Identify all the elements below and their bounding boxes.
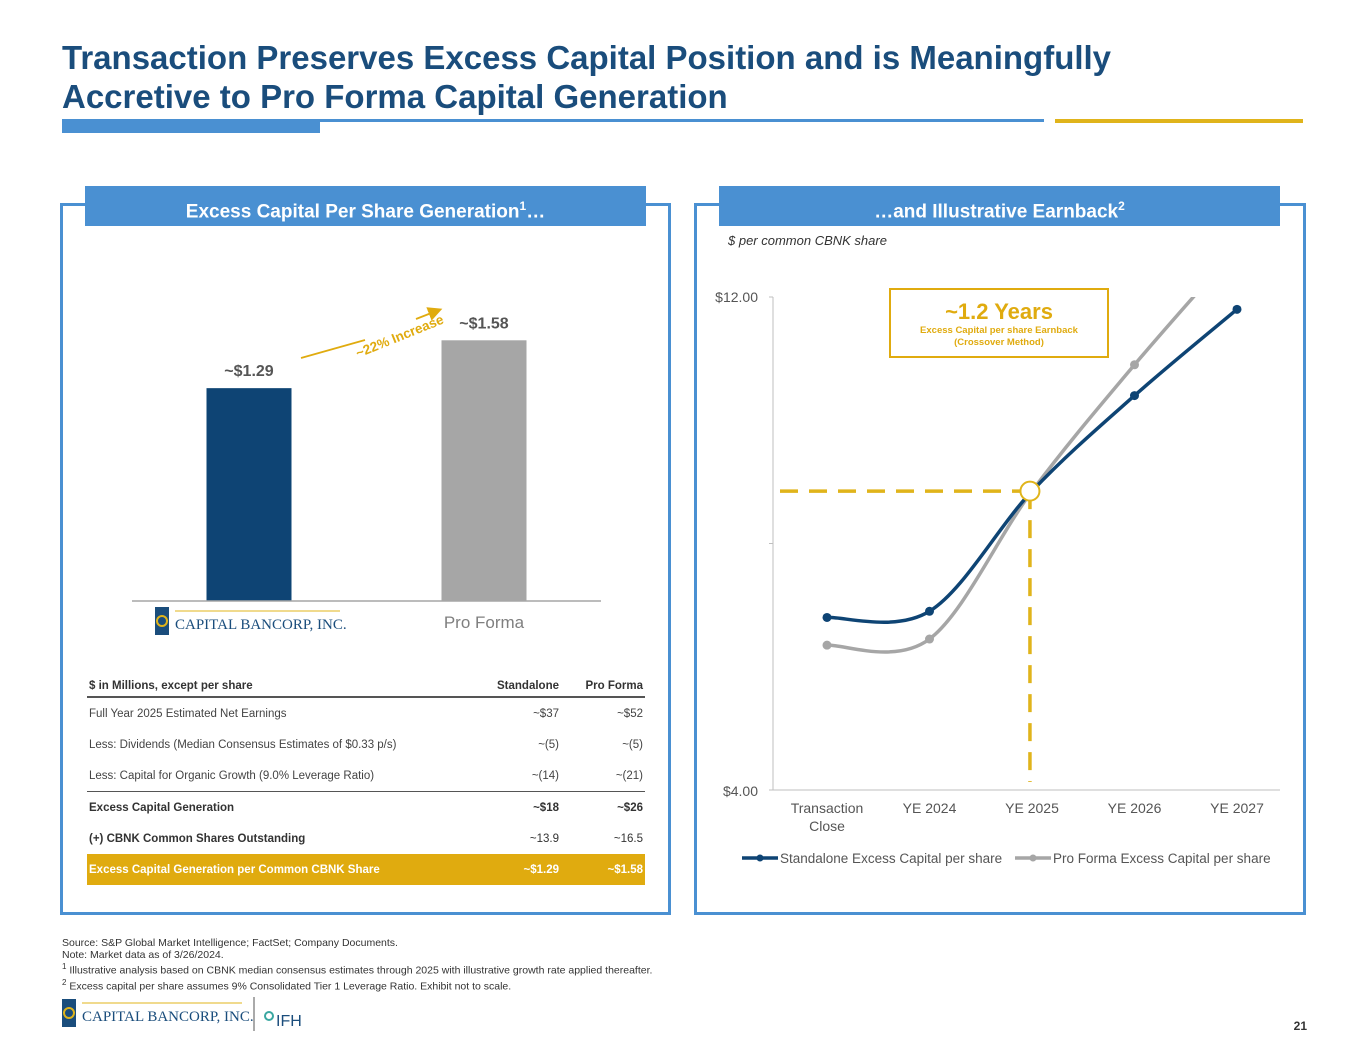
footnote-2-text: Excess capital per share assumes 9% Cons… <box>66 980 512 993</box>
title-underline-gold <box>1055 119 1303 123</box>
table-cell-pro-forma: ~$52 <box>617 707 643 720</box>
table-cell-pro-forma: ~$26 <box>561 791 645 823</box>
left-panel-header: Excess Capital Per Share Generation1… <box>85 186 646 226</box>
x-tick-label: YE 2027 <box>1210 800 1264 816</box>
capital-bancorp-logo: CAPITAL BANCORP, INC. <box>155 607 347 635</box>
table-row: Less: Dividends (Median Consensus Estima… <box>87 729 645 760</box>
title-underline-blue <box>62 119 1044 122</box>
x-tick-label: YE 2025 <box>1005 800 1059 816</box>
table-row: Less: Capital for Organic Growth (9.0% L… <box>87 760 645 792</box>
series-point-standalone <box>1232 304 1242 314</box>
page-title-line-2: Accretive to Pro Forma Capital Generatio… <box>62 78 728 115</box>
legend-swatch-marker <box>756 854 764 862</box>
table-header-label: $ in Millions, except per share <box>87 678 477 698</box>
increase-arrow-right <box>415 307 443 321</box>
x-tick-label: YE 2024 <box>903 800 957 816</box>
table-cell-standalone: ~(5) <box>538 738 559 751</box>
table-row-highlight: Excess Capital Generation per Common CBN… <box>87 854 645 885</box>
table-cell-pro-forma: ~16.5 <box>613 832 643 845</box>
footer-logo-text: CAPITAL BANCORP, INC. <box>82 1009 254 1025</box>
earnback-desc-1: Excess Capital per share Earnback <box>920 325 1078 336</box>
table-cell-label: Less: Dividends (Median Consensus Estima… <box>89 738 397 751</box>
table-header-pro-forma: Pro Forma <box>561 678 645 698</box>
footnote-2-num: 2 <box>62 978 67 987</box>
table-cell-standalone: ~$37 <box>533 707 559 720</box>
footer-logos: CAPITAL BANCORP, INC. IFH <box>62 997 302 1031</box>
table-cell-label: Full Year 2025 Estimated Net Earnings <box>89 707 287 720</box>
footnotes: Source: S&P Global Market Intelligence; … <box>62 937 652 993</box>
table-row: Full Year 2025 Estimated Net Earnings ~$… <box>87 697 645 729</box>
financial-table: $ in Millions, except per share Standalo… <box>87 678 645 885</box>
line-chart: $4.00 $12.00 Transaction Close YE 2024 YE 20… <box>715 289 1280 866</box>
bar-value-label: ~$1.29 <box>224 363 273 380</box>
crossover-marker <box>1019 480 1041 502</box>
left-panel-header-text: Excess Capital Per Share Generation <box>185 201 520 223</box>
bar-standalone <box>206 388 292 601</box>
table-cell-standalone: ~$18 <box>477 791 561 823</box>
bar-value-label: ~$1.58 <box>459 315 508 332</box>
right-panel-header: …and Illustrative Earnback2 <box>719 186 1280 226</box>
table-header-standalone: Standalone <box>477 678 561 698</box>
footnote-note: Note: Market data as of 3/26/2024. <box>62 948 224 961</box>
logo-text: CAPITAL BANCORP, INC. <box>175 617 347 633</box>
earnback-years: ~1.2 Years <box>945 299 1053 324</box>
series-point-pro-forma <box>1130 360 1139 370</box>
table-cell-standalone: ~(14) <box>531 769 559 782</box>
ifh-emblem-icon <box>264 1011 274 1021</box>
series-point-pro-forma <box>925 634 934 644</box>
table-cell-pro-forma: ~(21) <box>615 769 643 782</box>
footnote-1: 1 Illustrative analysis based on CBNK me… <box>62 961 652 977</box>
table-cell-label: Excess Capital Generation per Common CBN… <box>87 854 477 885</box>
footnote-1-text: Illustrative analysis based on CBNK medi… <box>66 964 653 977</box>
right-panel-header-text: …and Illustrative Earnback <box>874 201 1119 223</box>
earnback-desc-2: (Crossover Method) <box>954 337 1044 348</box>
increase-arrow-left <box>300 339 366 359</box>
footer-bancorp-emblem-icon <box>63 1007 75 1019</box>
table-header-row: $ in Millions, except per share Standalo… <box>87 678 645 698</box>
left-panel-header-sup: 1 <box>519 199 527 213</box>
table-cell-pro-forma: ~(5) <box>622 738 643 751</box>
right-panel-header-sup: 2 <box>1118 199 1125 213</box>
table-cell-pro-forma: ~$1.58 <box>561 854 645 885</box>
series-point-standalone <box>822 612 832 622</box>
table-cell-label: Less: Capital for Organic Growth (9.0% L… <box>89 769 375 782</box>
bancorp-emblem-icon <box>156 615 168 627</box>
page-title: Transaction Preserves Excess Capital Pos… <box>62 38 1262 116</box>
left-panel-header-suffix: … <box>526 201 546 223</box>
footnote-2: 2 Excess capital per share assumes 9% Co… <box>62 977 652 993</box>
earnback-callout: ~1.2 Years Excess Capital per share Earn… <box>889 288 1109 358</box>
x-tick-label: Transaction <box>791 800 864 816</box>
table-cell-standalone: ~13.9 <box>529 832 559 845</box>
bar-chart: ~$1.29 ~$1.58 ~22% Increase CAPITAL BANCO… <box>132 307 601 635</box>
table-row: (+) CBNK Common Shares Outstanding ~13.9… <box>87 823 645 854</box>
footnote-source: Source: S&P Global Market Intelligence; … <box>62 937 398 949</box>
x-tick-label: YE 2026 <box>1108 800 1162 816</box>
series-point-pro-forma <box>822 640 832 650</box>
legend-label: Standalone Excess Capital per share <box>780 851 1002 866</box>
legend-label: Pro Forma Excess Capital per share <box>1053 851 1271 866</box>
series-point-standalone <box>1130 391 1139 401</box>
bar-category-pro-forma: Pro Forma <box>444 613 525 632</box>
page-title-line-1: Transaction Preserves Excess Capital Pos… <box>62 39 1112 76</box>
table-cell-label: (+) CBNK Common Shares Outstanding <box>89 832 306 845</box>
y-tick-label: $12.00 <box>715 289 758 305</box>
bar-pro-forma <box>441 340 527 601</box>
table-cell-label: Excess Capital Generation <box>87 791 477 823</box>
footnote-1-num: 1 <box>62 962 67 971</box>
x-tick-label: Close <box>809 818 845 834</box>
title-underline-accent <box>62 119 320 133</box>
chart-subtitle: $ per common CBNK share <box>728 233 887 248</box>
table-row: Excess Capital Generation ~$18 ~$26 <box>87 791 645 823</box>
legend-swatch-marker <box>1029 854 1037 862</box>
series-point-standalone <box>925 606 934 616</box>
page-number: 21 <box>1293 1019 1307 1033</box>
increase-label: ~22% Increase <box>354 312 447 361</box>
y-tick-label: $4.00 <box>723 783 758 799</box>
ifh-logo-text: IFH <box>276 1013 302 1030</box>
table-cell-standalone: ~$1.29 <box>477 854 561 885</box>
